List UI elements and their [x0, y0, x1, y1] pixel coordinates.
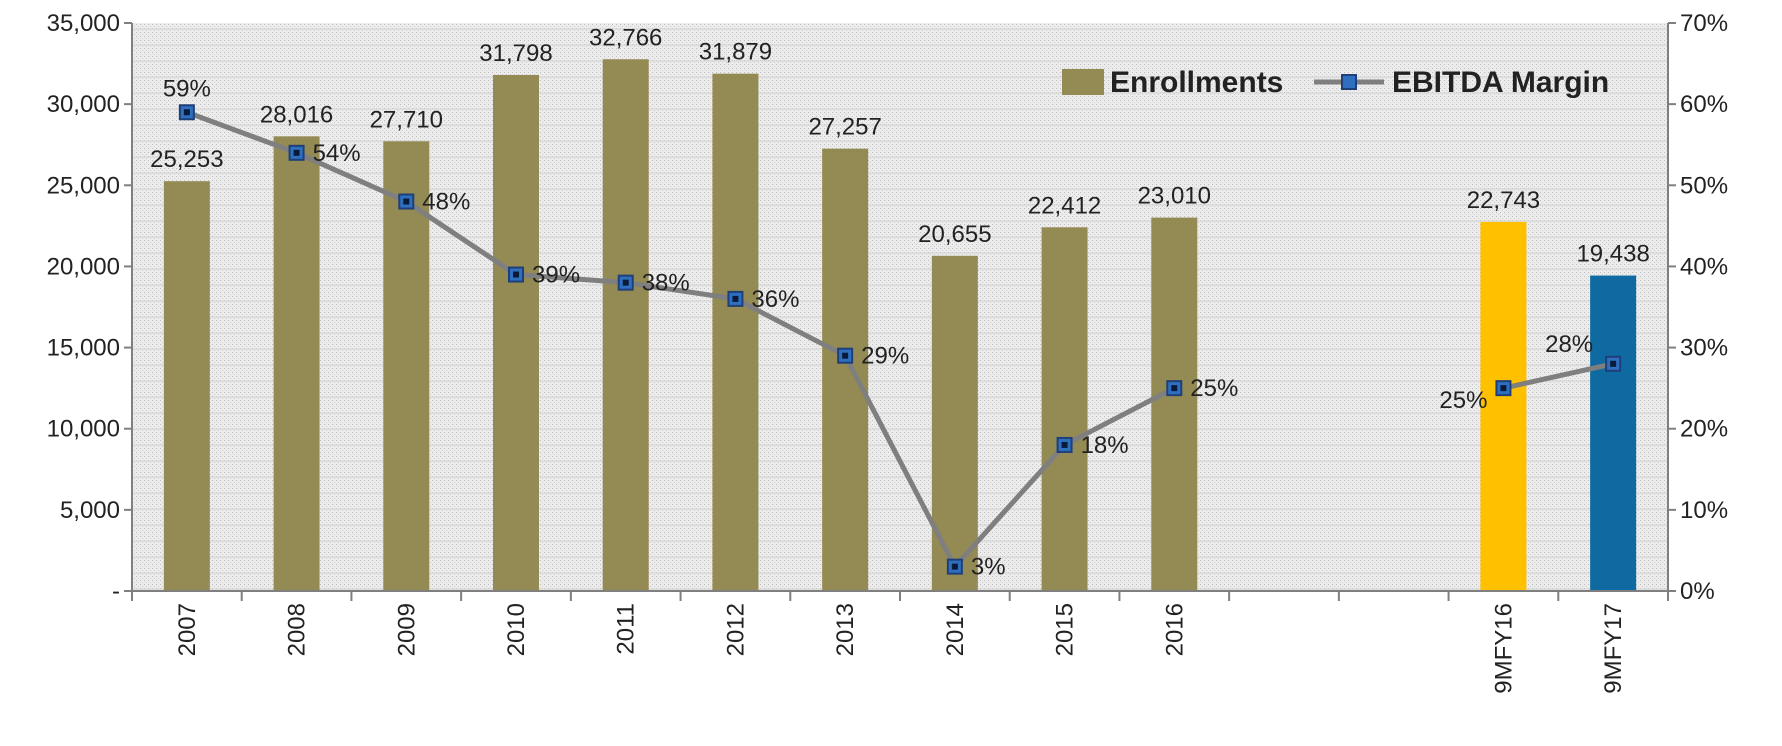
left-tick-label: 20,000 [47, 253, 120, 280]
line-value-label: 36% [751, 286, 799, 313]
x-tick-label: 2015 [1052, 603, 1079, 656]
legend-marker-ebitda-margin [1341, 74, 1357, 90]
line-marker-core [513, 271, 519, 278]
bar-9MFY17 [1590, 275, 1637, 591]
left-tick-label: 30,000 [47, 91, 120, 118]
line-segment [1502, 361, 1614, 391]
line-marker-core [842, 352, 849, 359]
right-tick-label: 60% [1680, 91, 1728, 118]
line-value-label: 38% [642, 270, 690, 297]
x-tick-label: 2016 [1161, 603, 1188, 656]
bar-2010 [493, 74, 539, 592]
line-marker-core [1171, 385, 1178, 392]
right-tick-label: 0% [1680, 578, 1715, 605]
line-marker-core [183, 109, 190, 116]
legend: Enrollments EBITDA Margin [1062, 66, 1609, 99]
right-tick-label: 20% [1680, 416, 1728, 443]
bar-value-label: 19,438 [1576, 241, 1649, 268]
x-tick-label: 2007 [174, 603, 201, 656]
bar-value-label: 25,253 [150, 146, 223, 173]
bar-value-label: 32,766 [589, 24, 662, 51]
line-value-label: 25% [1439, 387, 1487, 414]
x-tick-label: 2010 [503, 603, 530, 656]
line-value-label: 48% [422, 189, 470, 216]
bar-value-label: 27,710 [370, 106, 443, 133]
line-marker-core [1610, 360, 1617, 367]
line-segment [515, 272, 626, 286]
bar-value-label: 20,655 [918, 221, 991, 248]
line-segment [625, 280, 736, 302]
line-value-label: 28% [1545, 331, 1593, 358]
x-tick-label: 9MFY17 [1600, 603, 1627, 694]
bar-value-label: 22,412 [1028, 192, 1101, 219]
line-marker-core [622, 279, 629, 286]
right-tick-label: 10% [1680, 497, 1728, 524]
x-tick-label: 2012 [722, 603, 749, 656]
left-tick-label: 5,000 [60, 497, 120, 524]
line-marker-core [951, 563, 958, 570]
left-tick-label: 15,000 [47, 335, 120, 362]
line-segment [295, 150, 408, 204]
line-segment [734, 296, 847, 358]
right-tick-label: 40% [1680, 253, 1728, 280]
line-value-label: 59% [163, 75, 211, 102]
line-marker-core [403, 198, 410, 205]
right-tick-label: 50% [1680, 172, 1728, 199]
bar-2015 [1041, 227, 1088, 591]
bar-value-label: 28,016 [260, 101, 333, 128]
x-tick-label: 2011 [613, 603, 640, 655]
line-value-label: 29% [861, 343, 909, 370]
x-tick-label: 2013 [832, 603, 859, 656]
legend-label-enrollments: Enrollments [1110, 66, 1283, 99]
bar-2007 [163, 181, 210, 592]
x-tick-label: 2014 [942, 603, 969, 656]
line-value-label: 39% [532, 262, 580, 289]
line-marker-core [732, 295, 739, 302]
line-segment [404, 199, 518, 277]
legend-label-ebitda-margin: EBITDA Margin [1392, 66, 1609, 99]
right-tick-label: 70% [1680, 10, 1728, 37]
left-tick-label: - [112, 578, 120, 605]
bar-2011 [602, 59, 649, 591]
bar-2009 [383, 141, 430, 592]
line-segment [185, 109, 298, 156]
x-tick-label: 2009 [393, 603, 420, 656]
bar-value-label: 22,743 [1467, 187, 1540, 214]
bar-2012 [712, 73, 759, 592]
x-tick-label: 9MFY16 [1490, 603, 1517, 694]
line-segment [842, 354, 958, 568]
bar-value-label: 27,257 [808, 114, 881, 141]
line-marker-core [1061, 441, 1068, 448]
bar-9MFY16 [1480, 221, 1527, 591]
plot-area [132, 23, 1668, 591]
left-tick-label: 10,000 [47, 416, 120, 443]
bar-2013 [822, 148, 869, 591]
left-tick-label: 35,000 [47, 10, 120, 37]
left-tick-label: 25,000 [47, 172, 120, 199]
bar-value-label: 31,879 [699, 39, 772, 66]
line-marker-core [1500, 385, 1507, 392]
bar-2016 [1151, 217, 1198, 591]
bar-2008 [273, 136, 320, 592]
bar-value-label: 23,010 [1138, 183, 1211, 210]
line-value-label: 3% [971, 554, 1006, 581]
bar-value-label: 31,798 [479, 40, 552, 67]
line-marker-core [293, 149, 300, 156]
right-tick-label: 30% [1680, 335, 1728, 362]
line-segment [953, 443, 1067, 569]
line-segment [1063, 385, 1176, 448]
line-value-label: 25% [1190, 375, 1238, 402]
legend-swatch-enrollments [1062, 69, 1104, 95]
x-tick-label: 2008 [284, 603, 311, 656]
line-value-label: 18% [1081, 432, 1129, 459]
line-value-label: 54% [313, 140, 361, 167]
